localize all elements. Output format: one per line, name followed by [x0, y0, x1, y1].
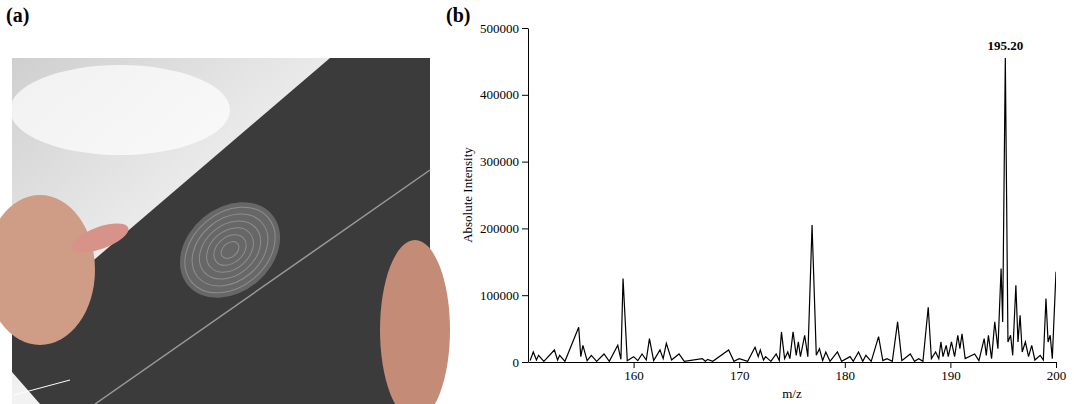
y-axis: 0 100000 200000 300000 400000 500000 [480, 21, 529, 370]
fingerprint-ridge [208, 228, 252, 271]
y-axis-title: Absolute Intensity [460, 147, 475, 243]
x-tick-label: 160 [624, 368, 644, 383]
y-tick: 300000 [480, 154, 528, 169]
fingerprint-ridge [168, 190, 292, 311]
x-tick: 190 [941, 362, 961, 383]
y-tick: 400000 [480, 87, 528, 102]
x-tick: 160 [624, 362, 644, 383]
right-finger [380, 240, 450, 404]
y-tick-label: 300000 [480, 154, 519, 169]
panel-label: (a) [6, 4, 29, 27]
x-axis: 160 170 180 190 200 [529, 362, 1067, 383]
x-tick-mark [845, 362, 846, 368]
y-tick-label: 400000 [480, 87, 519, 102]
fingerprint-ridge [218, 238, 242, 262]
y-tick-label: 0 [513, 355, 520, 370]
y-tick: 0 [513, 355, 529, 370]
blur-light [10, 65, 230, 155]
x-tick-mark [739, 362, 740, 368]
spectrum-line [530, 58, 1056, 361]
x-tick-label: 170 [730, 368, 750, 383]
y-tick-mark [522, 295, 528, 296]
plot-area [530, 58, 1056, 361]
fingerprint-ridge [188, 209, 272, 291]
figure: (a) (b) 160 170 180 190 200 0 100000 200000 300000… [0, 0, 1074, 404]
x-axis-title: m/z [782, 386, 802, 401]
x-tick-label: 180 [836, 368, 856, 383]
fingernail [68, 217, 132, 258]
x-tick: 170 [730, 362, 750, 383]
y-tick-mark [522, 28, 528, 29]
thread [14, 380, 70, 395]
x-tick-mark [950, 362, 951, 368]
x-tick-mark [634, 362, 635, 368]
y-tick-label: 100000 [480, 288, 519, 303]
photo [0, 58, 450, 404]
x-tick-label: 190 [941, 368, 961, 383]
peak-label: 195.20 [987, 38, 1023, 53]
y-tick: 200000 [480, 221, 528, 236]
y-tick-label: 200000 [480, 221, 519, 236]
y-tick: 100000 [480, 288, 528, 303]
x-tick: 200 [1047, 362, 1067, 383]
x-axis-line [529, 362, 1057, 363]
panel-label: (b) [446, 4, 470, 27]
y-tick-mark [522, 228, 528, 229]
y-tick: 500000 [480, 21, 528, 36]
y-tick-mark [522, 362, 528, 363]
y-tick-label: 500000 [480, 21, 519, 36]
y-axis-line [528, 29, 529, 363]
fingerprint-ridge [178, 199, 282, 300]
y-tick-mark [522, 162, 528, 163]
x-tick-label: 200 [1047, 368, 1067, 383]
x-tick: 180 [836, 362, 856, 383]
fingerprint [161, 182, 299, 317]
left-finger [0, 195, 95, 345]
x-tick-mark [1056, 362, 1057, 368]
y-tick-mark [522, 95, 528, 96]
fingerprint-ridge [198, 219, 262, 282]
slide-edge [95, 170, 430, 404]
